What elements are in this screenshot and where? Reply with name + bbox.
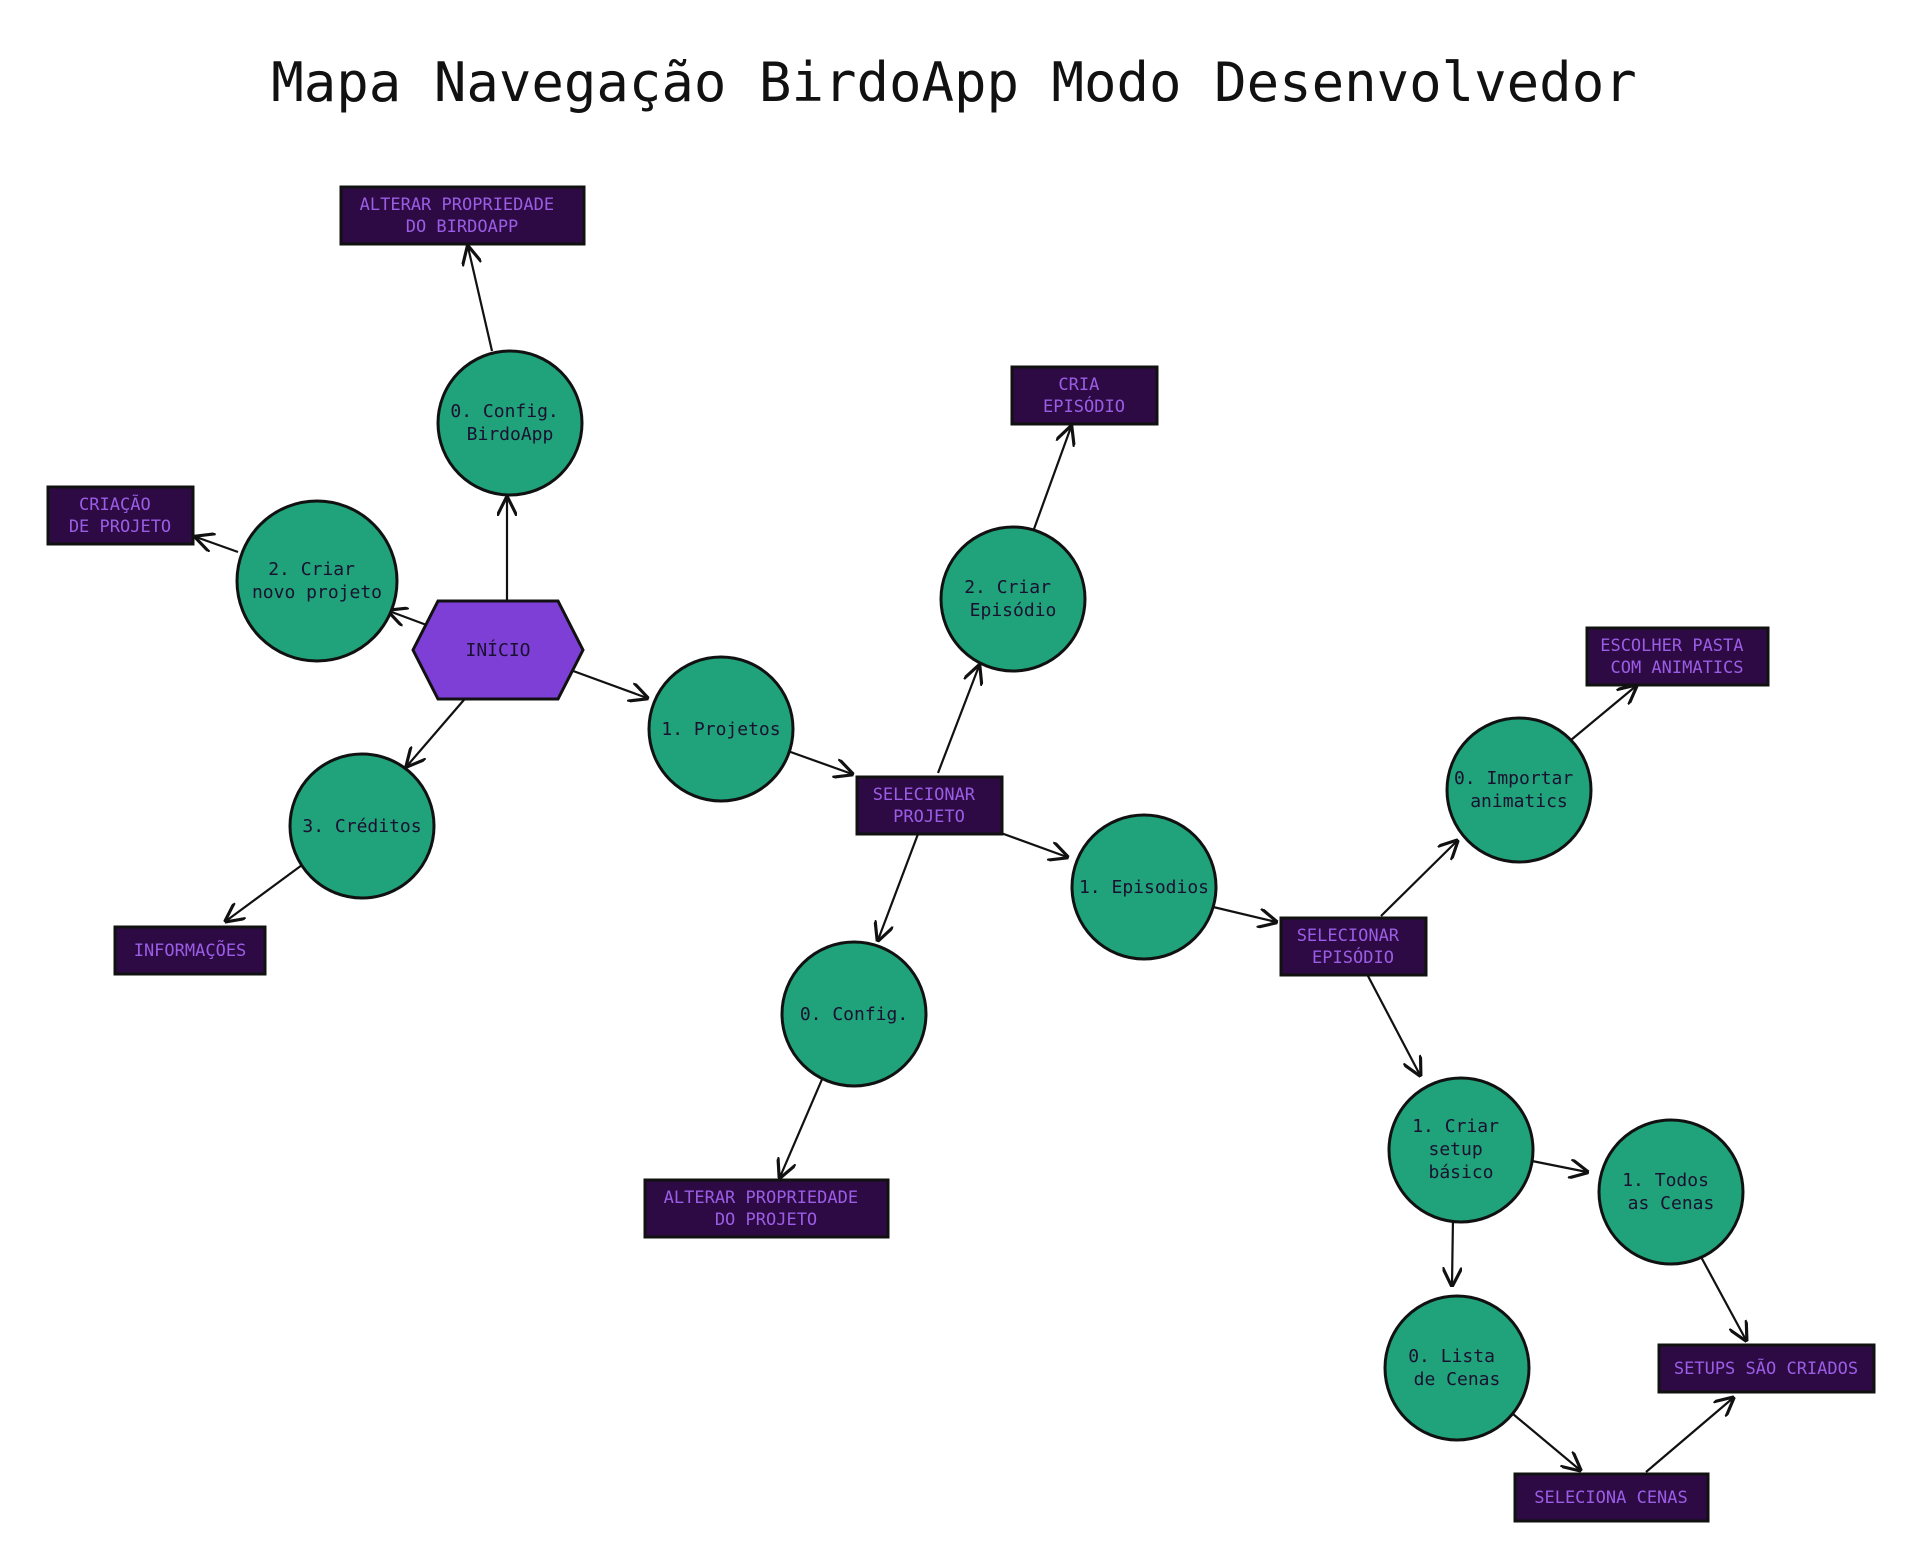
box-alterar-birdoapp[interactable]: ALTERAR PROPRIEDADE DO BIRDOAPP [339,185,586,246]
box-escolher-pasta[interactable]: ESCOLHER PASTA COM ANIMATICS [1585,626,1770,687]
box-label: ESCOLHER PASTA COM ANIMATICS [1600,636,1754,678]
edge-config-alterar-projeto [780,1076,825,1177]
edge-inicio-projetos [564,666,647,698]
node-projetos[interactable]: 1. Projetos [647,655,795,803]
box-label: ALTERAR PROPRIEDADE DO PROJETO [664,1188,869,1230]
node-lista-cenas[interactable]: 0. Lista de Cenas [1383,1294,1531,1442]
edge-config-birdoapp-alterar [468,247,494,352]
edge-seleciona-setups [1645,1398,1733,1473]
box-alterar-projeto[interactable]: ALTERAR PROPRIEDADE DO PROJETO [643,1178,890,1239]
edge-creditos-informacoes [226,864,303,921]
box-label: INFORMAÇÕES [134,939,247,961]
node-label: 1. Criar setup básico [1412,1116,1510,1183]
node-label: 0. Config. BirdoApp [450,401,569,445]
action-boxes: ALTERAR PROPRIEDADE DO BIRDOAPP CRIAÇÃO … [46,185,1876,1523]
edge-criar-setup-lista [1452,1216,1453,1285]
edge-selecionar-criar-episodio [936,666,979,774]
circle-nodes: 0. Config. BirdoApp 2. Criar novo projet… [235,349,1745,1442]
edge-inicio-creditos [407,693,470,766]
node-label: 1. Episodios [1079,877,1209,898]
node-label: 0. Lista de Cenas [1408,1346,1506,1390]
edge-selecionar-episodios [1000,831,1067,857]
diagram-title: Mapa Navegação BirdoApp Modo Desenvolved… [271,51,1636,114]
edge-selecionar-ep-criar-setup [1367,975,1420,1075]
node-label: INÍCIO [465,639,530,661]
edge-selecionar-config [878,833,920,940]
node-config-birdoapp[interactable]: 0. Config. BirdoApp [436,349,584,497]
edge-criar-episodio-cria [1032,427,1071,530]
edge-importar-escolher [1570,686,1636,741]
box-seleciona-cenas[interactable]: SELECIONA CENAS [1513,1472,1710,1523]
edge-episodios-selecionar-ep [1208,904,1276,922]
node-label: 2. Criar Episódio [964,577,1062,621]
node-label: 0. Importar animatics [1454,768,1584,812]
edge-criar-setup-todos [1526,1160,1587,1172]
edge-selecionar-ep-importar [1380,841,1457,917]
node-inicio[interactable]: INÍCIO [411,599,585,701]
box-label: CRIA EPISÓDIO [1043,375,1125,417]
node-label: 1. Todos as Cenas [1622,1170,1720,1214]
edge-todos-setups [1699,1254,1746,1340]
box-label: SELECIONA CENAS [1534,1488,1688,1508]
edge-projetos-selecionar [784,748,852,774]
node-criar-setup[interactable]: 1. Criar setup básico [1387,1076,1535,1224]
node-label: 0. Config. [800,1004,908,1025]
box-selecionar-projeto[interactable]: SELECIONAR PROJETO [855,775,1004,836]
box-selecionar-episodio[interactable]: SELECIONAR EPISÓDIO [1279,916,1428,977]
node-criar-episodio[interactable]: 2. Criar Episódio [939,525,1087,673]
box-criacao-projeto[interactable]: CRIAÇÃO DE PROJETO [46,485,195,546]
box-cria-episodio[interactable]: CRIA EPISÓDIO [1010,365,1159,426]
box-informacoes[interactable]: INFORMAÇÕES [113,925,267,976]
edges [196,247,1746,1472]
node-label: 2. Criar novo projeto [252,559,382,603]
node-importar-animatics[interactable]: 0. Importar animatics [1445,716,1593,864]
box-label: CRIAÇÃO DE PROJETO [69,493,171,537]
node-criar-projeto[interactable]: 2. Criar novo projeto [235,499,399,663]
node-label: 1. Projetos [661,719,780,740]
node-label: 3. Créditos [302,816,421,837]
box-label: SELECIONAR PROJETO [873,785,986,827]
box-label: ALTERAR PROPRIEDADE DO BIRDOAPP [360,195,565,237]
edge-lista-seleciona [1506,1408,1580,1470]
node-todos-cenas[interactable]: 1. Todos as Cenas [1597,1118,1745,1266]
node-episodios[interactable]: 1. Episodios [1070,813,1218,961]
node-creditos[interactable]: 3. Créditos [288,752,436,900]
box-label: SETUPS SÃO CRIADOS [1674,1357,1858,1379]
box-label: SELECIONAR EPISÓDIO [1297,926,1410,968]
edge-criar-projeto-criacao [196,537,239,554]
box-setups-criados[interactable]: SETUPS SÃO CRIADOS [1657,1343,1876,1394]
node-config[interactable]: 0. Config. [780,940,928,1088]
